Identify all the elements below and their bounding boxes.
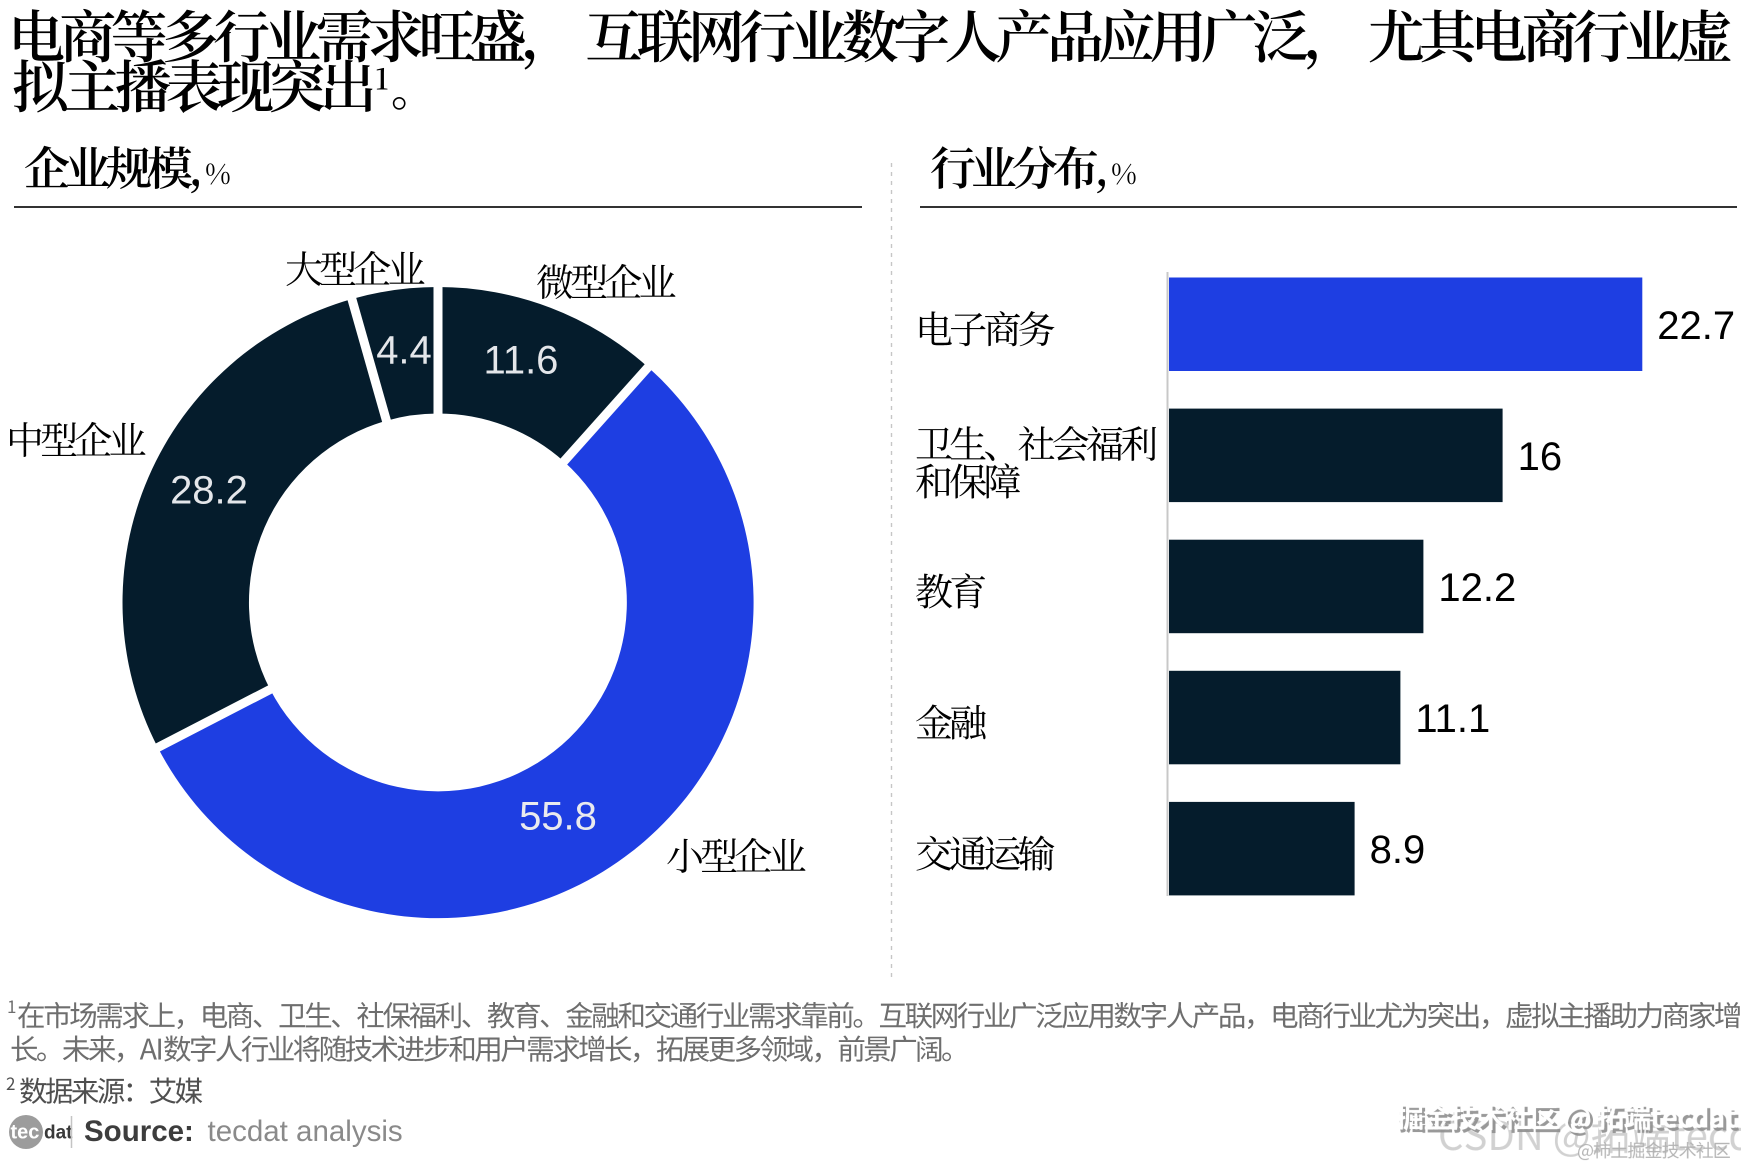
svg-text:12.2: 12.2	[1438, 566, 1516, 610]
svg-text:dat: dat	[44, 1123, 73, 1144]
svg-text:11.6: 11.6	[484, 339, 559, 383]
svg-text:8.9: 8.9	[1370, 828, 1426, 872]
svg-text:Source:: Source:	[84, 1115, 194, 1148]
svg-text:tec: tec	[11, 1122, 40, 1144]
svg-text:55.8: 55.8	[519, 795, 597, 839]
svg-text:4.4: 4.4	[376, 329, 432, 373]
svg-text:22.7: 22.7	[1657, 304, 1735, 348]
svg-text:tecdat analysis: tecdat analysis	[208, 1115, 403, 1148]
svg-text:11.1: 11.1	[1415, 697, 1490, 741]
svg-text:28.2: 28.2	[170, 469, 248, 513]
svg-text:16: 16	[1518, 435, 1563, 479]
